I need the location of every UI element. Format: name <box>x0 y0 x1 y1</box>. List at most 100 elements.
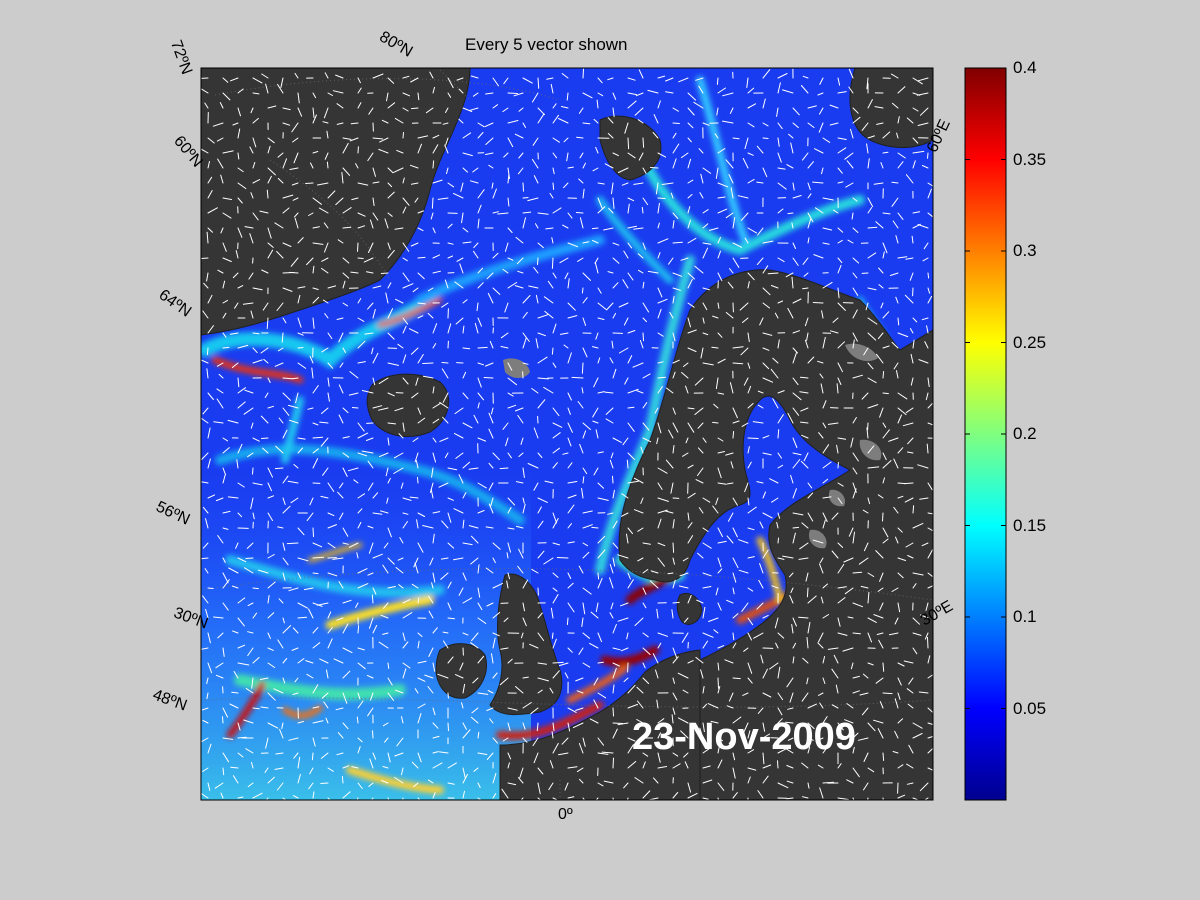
current-vector <box>687 347 697 352</box>
current-vector <box>417 752 422 763</box>
current-vector <box>561 73 569 79</box>
current-vector <box>747 461 752 469</box>
current-vector <box>461 212 464 224</box>
current-vector <box>700 669 704 679</box>
current-vector <box>484 122 494 128</box>
current-vector <box>829 122 839 126</box>
current-vector <box>777 414 784 424</box>
current-vector <box>402 641 409 649</box>
current-vector <box>732 346 744 349</box>
current-vector <box>799 542 809 550</box>
current-vector <box>882 151 889 154</box>
current-vector <box>775 642 779 649</box>
current-vector <box>323 701 329 709</box>
current-vector <box>866 77 869 90</box>
current-vector <box>201 792 209 799</box>
current-vector <box>492 252 499 259</box>
current-vector <box>500 346 509 349</box>
current-vector <box>747 227 757 234</box>
current-vector <box>357 242 359 252</box>
current-vector <box>792 298 802 304</box>
current-vector <box>664 510 674 514</box>
current-vector <box>687 206 691 214</box>
current-vector <box>910 377 914 386</box>
current-vector <box>357 182 369 186</box>
current-vector <box>414 688 419 694</box>
current-vector <box>528 285 539 289</box>
current-vector <box>387 692 395 701</box>
current-vector <box>502 107 509 113</box>
current-vector <box>267 482 272 492</box>
current-vector <box>564 272 569 280</box>
current-vector <box>312 226 320 229</box>
current-vector <box>742 158 749 169</box>
current-vector <box>567 647 573 653</box>
current-vector <box>687 492 696 499</box>
current-vector <box>882 527 889 538</box>
current-vector <box>454 674 464 679</box>
current-vector <box>821 310 824 319</box>
current-vector <box>430 212 434 220</box>
current-vector <box>252 179 261 184</box>
current-vector <box>342 226 352 229</box>
current-vector <box>337 732 344 739</box>
current-vector <box>597 391 605 394</box>
current-vector <box>567 302 576 311</box>
current-vector <box>607 271 614 274</box>
current-vector <box>792 526 800 529</box>
current-vector <box>657 766 668 769</box>
current-vector <box>202 407 209 415</box>
current-vector <box>372 285 382 289</box>
current-vector <box>589 718 599 724</box>
current-vector <box>222 437 228 442</box>
current-vector <box>732 242 743 248</box>
current-vector <box>882 692 893 695</box>
current-vector <box>545 227 554 230</box>
current-vector <box>777 429 780 439</box>
current-vector <box>879 572 884 582</box>
current-vector <box>228 567 239 574</box>
current-vector <box>564 782 569 791</box>
current-vector <box>747 103 757 109</box>
current-vector <box>260 415 269 424</box>
current-vector <box>245 557 254 559</box>
current-vector <box>522 182 524 192</box>
current-vector <box>917 464 929 469</box>
current-vector <box>700 347 704 359</box>
current-vector <box>687 407 695 410</box>
current-vector <box>477 362 484 366</box>
current-vector <box>927 295 933 304</box>
current-vector <box>402 283 414 289</box>
current-vector <box>657 152 667 158</box>
current-vector <box>837 482 844 487</box>
current-vector <box>336 122 344 125</box>
current-vector <box>671 714 674 724</box>
current-vector <box>297 237 304 244</box>
current-vector <box>367 152 374 162</box>
current-vector <box>357 647 365 651</box>
current-vector <box>402 521 408 529</box>
current-vector <box>847 616 854 619</box>
current-vector <box>505 437 509 447</box>
current-vector <box>792 452 802 456</box>
current-vector <box>792 488 797 499</box>
current-vector <box>370 797 374 800</box>
current-vector <box>207 227 213 233</box>
current-vector <box>672 122 680 124</box>
current-vector <box>470 535 479 544</box>
current-vector <box>492 793 497 799</box>
current-vector <box>518 107 524 112</box>
current-vector <box>801 522 809 529</box>
current-vector <box>893 362 899 370</box>
current-vector <box>582 317 587 326</box>
current-vector <box>472 167 479 173</box>
current-vector <box>267 467 273 478</box>
current-vector <box>717 332 723 338</box>
current-vector <box>522 503 526 514</box>
current-vector <box>237 736 247 739</box>
current-vector <box>522 332 530 342</box>
current-vector <box>725 312 734 319</box>
current-vector <box>507 227 513 233</box>
current-vector <box>593 467 599 476</box>
current-vector <box>905 407 914 414</box>
